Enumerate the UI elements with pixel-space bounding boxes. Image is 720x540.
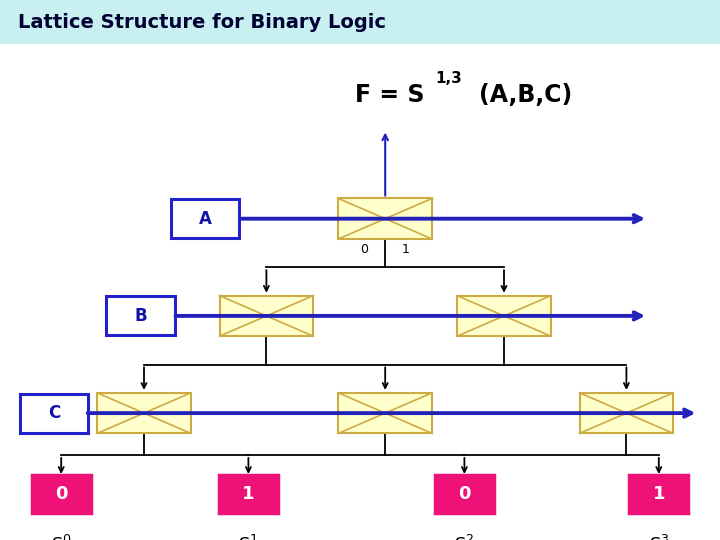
Text: S$^2$: S$^2$ [454,535,474,540]
FancyBboxPatch shape [19,394,89,433]
FancyBboxPatch shape [629,475,688,513]
Text: C: C [48,404,60,422]
FancyBboxPatch shape [171,199,239,238]
FancyBboxPatch shape [219,475,278,513]
Text: 1: 1 [402,243,410,256]
Text: (A,B,C): (A,B,C) [479,83,572,106]
Text: S$^1$: S$^1$ [238,535,258,540]
FancyBboxPatch shape [435,475,494,513]
Text: 0: 0 [361,243,369,256]
Bar [457,296,551,336]
Bar [580,393,673,433]
Text: 1,3: 1,3 [436,71,462,86]
Bar [97,393,191,433]
FancyBboxPatch shape [32,475,91,513]
Bar [220,296,313,336]
Text: S$^0$: S$^0$ [51,535,71,540]
Bar [338,393,432,433]
Text: B: B [134,307,147,325]
Text: 0: 0 [55,485,68,503]
Text: 1: 1 [242,485,255,503]
Text: F = S: F = S [355,83,425,106]
Text: 0: 0 [458,485,471,503]
Text: Lattice Structure for Binary Logic: Lattice Structure for Binary Logic [18,13,386,32]
Text: 1: 1 [652,485,665,503]
Bar [0,0,720,44]
FancyBboxPatch shape [107,296,174,335]
Bar [338,198,432,239]
Text: A: A [199,210,212,228]
Text: S$^3$: S$^3$ [649,535,669,540]
